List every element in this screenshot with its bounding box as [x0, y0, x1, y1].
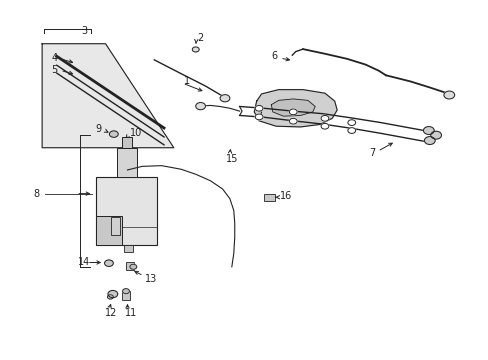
Circle shape [289, 109, 297, 115]
Text: 12: 12 [104, 308, 117, 318]
Circle shape [107, 295, 113, 299]
Text: 3: 3 [81, 26, 87, 36]
Bar [123, 244, 133, 252]
Circle shape [130, 264, 137, 269]
Circle shape [321, 123, 328, 129]
Circle shape [108, 291, 118, 298]
Text: 2: 2 [197, 33, 203, 42]
Text: 10: 10 [130, 128, 142, 138]
Bar [117, 148, 137, 177]
Circle shape [347, 120, 355, 126]
Circle shape [255, 114, 263, 120]
Bar [264, 194, 274, 201]
Polygon shape [42, 44, 173, 148]
Circle shape [122, 289, 129, 294]
Text: 7: 7 [368, 148, 374, 158]
Circle shape [347, 128, 355, 134]
Circle shape [430, 131, 441, 139]
Circle shape [104, 260, 113, 266]
Text: 13: 13 [144, 274, 157, 284]
Circle shape [109, 131, 118, 137]
Text: 14: 14 [78, 257, 90, 267]
Bar [111, 217, 120, 234]
Circle shape [321, 116, 328, 121]
Text: 6: 6 [271, 51, 277, 61]
Circle shape [443, 91, 454, 99]
Bar [96, 216, 122, 245]
Circle shape [220, 95, 229, 102]
Bar [96, 177, 157, 245]
Text: 15: 15 [225, 154, 238, 164]
Circle shape [192, 47, 199, 52]
Polygon shape [271, 99, 315, 116]
Polygon shape [254, 90, 336, 127]
Circle shape [423, 127, 433, 134]
Circle shape [195, 103, 205, 110]
Circle shape [424, 136, 434, 144]
Circle shape [255, 105, 263, 111]
Bar [126, 262, 134, 270]
Text: 1: 1 [183, 76, 189, 86]
Text: 11: 11 [125, 308, 137, 318]
Bar [122, 291, 130, 300]
Bar [122, 137, 132, 148]
Text: 8: 8 [34, 189, 40, 199]
Circle shape [289, 118, 297, 124]
Text: 16: 16 [279, 191, 291, 201]
Text: 9: 9 [96, 124, 102, 134]
Text: 5: 5 [51, 64, 58, 75]
Text: 4: 4 [51, 53, 58, 63]
